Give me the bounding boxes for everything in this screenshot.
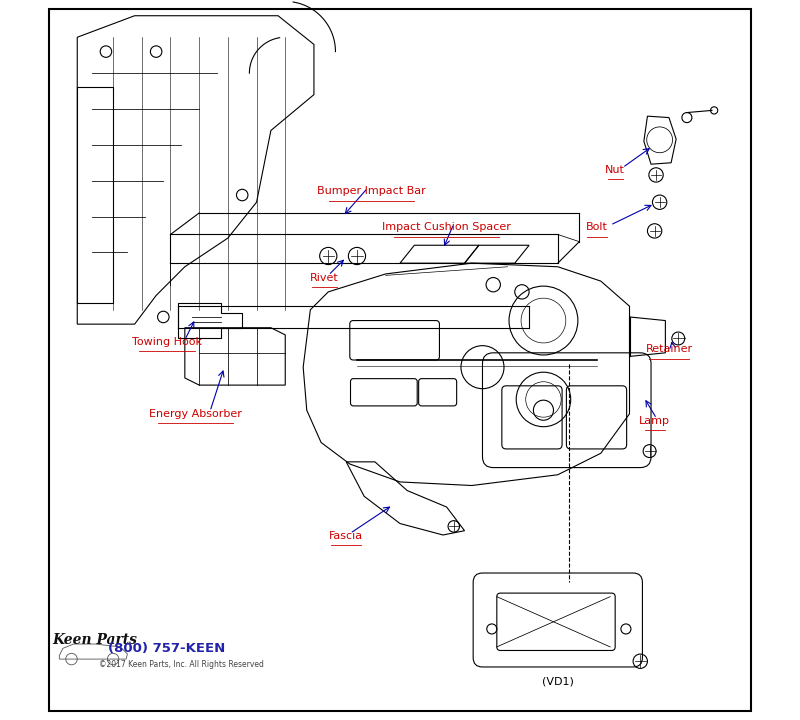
Text: (800) 757-KEEN: (800) 757-KEEN — [108, 642, 226, 654]
Text: Towing Hook: Towing Hook — [132, 337, 202, 347]
Text: Keen Parts: Keen Parts — [53, 633, 138, 647]
Text: Bolt: Bolt — [586, 222, 608, 233]
Text: (VD1): (VD1) — [542, 676, 574, 686]
Text: Energy Absorber: Energy Absorber — [149, 409, 242, 419]
Text: Nut: Nut — [606, 165, 625, 175]
Text: Retainer: Retainer — [646, 344, 693, 354]
Text: ©2017 Keen Parts, Inc. All Rights Reserved: ©2017 Keen Parts, Inc. All Rights Reserv… — [99, 660, 264, 669]
Text: Bumper Impact Bar: Bumper Impact Bar — [317, 186, 426, 197]
Text: Impact Cushion Spacer: Impact Cushion Spacer — [382, 222, 511, 233]
Text: Fascia: Fascia — [329, 531, 363, 541]
Text: Lamp: Lamp — [639, 416, 670, 426]
Text: Rivet: Rivet — [310, 272, 339, 282]
